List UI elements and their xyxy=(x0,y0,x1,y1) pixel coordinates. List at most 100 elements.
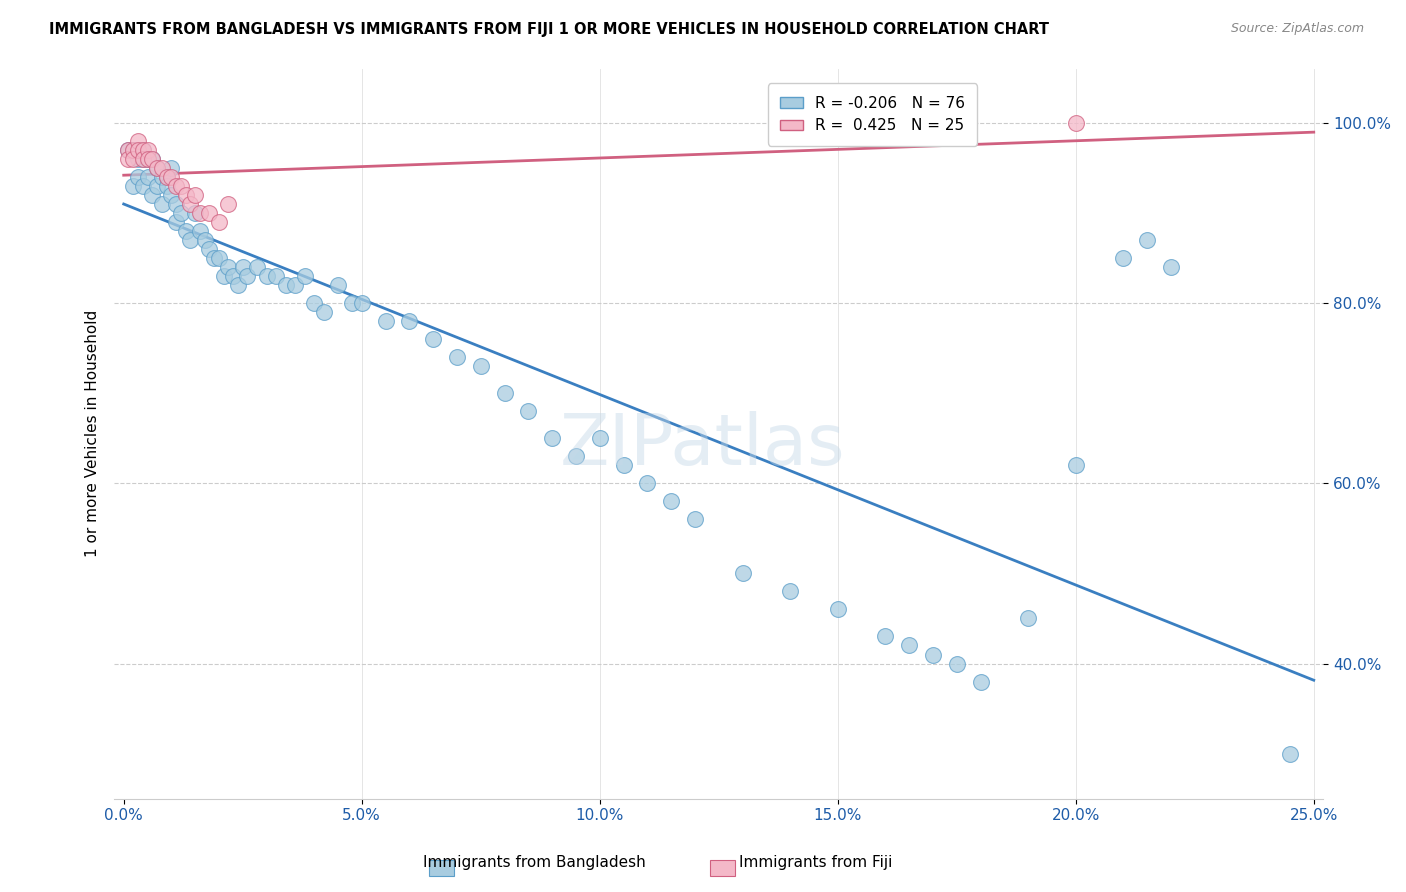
Point xyxy=(217,196,239,211)
Point xyxy=(446,350,468,364)
Point xyxy=(160,187,183,202)
Point xyxy=(541,431,564,445)
Point xyxy=(160,169,183,184)
Point xyxy=(117,152,139,166)
Point xyxy=(165,178,187,193)
Point xyxy=(517,404,540,418)
Point xyxy=(398,314,420,328)
Point xyxy=(179,233,201,247)
Point xyxy=(1136,233,1159,247)
Point xyxy=(165,215,187,229)
Text: Immigrants from Fiji: Immigrants from Fiji xyxy=(738,855,893,870)
Point xyxy=(470,359,492,373)
Point xyxy=(127,143,149,157)
Point xyxy=(136,169,159,184)
Point xyxy=(264,268,287,283)
Point xyxy=(256,268,278,283)
Point xyxy=(565,449,588,463)
Point xyxy=(150,169,173,184)
Point xyxy=(132,152,155,166)
Point xyxy=(174,187,197,202)
Point xyxy=(122,143,145,157)
Point xyxy=(160,161,183,175)
Point xyxy=(969,674,991,689)
Text: Immigrants from Bangladesh: Immigrants from Bangladesh xyxy=(423,855,645,870)
Y-axis label: 1 or more Vehicles in Household: 1 or more Vehicles in Household xyxy=(86,310,100,558)
Point xyxy=(827,602,849,616)
Point xyxy=(945,657,967,671)
Point xyxy=(184,206,207,220)
Point xyxy=(494,386,516,401)
Point xyxy=(127,169,149,184)
Point xyxy=(194,233,217,247)
Point xyxy=(170,178,193,193)
Point xyxy=(350,296,373,310)
Point xyxy=(731,566,754,581)
Point xyxy=(374,314,396,328)
Point xyxy=(188,224,211,238)
Point xyxy=(922,648,945,662)
Point xyxy=(1278,747,1301,761)
Point xyxy=(174,224,197,238)
Point xyxy=(179,196,201,211)
Point xyxy=(146,178,169,193)
Point xyxy=(146,161,169,175)
Point xyxy=(898,639,921,653)
Point xyxy=(132,143,155,157)
Point xyxy=(146,161,169,175)
Text: Source: ZipAtlas.com: Source: ZipAtlas.com xyxy=(1230,22,1364,36)
Point xyxy=(294,268,316,283)
Point xyxy=(184,187,207,202)
Point xyxy=(155,169,177,184)
Point xyxy=(274,277,297,292)
Point xyxy=(217,260,239,274)
Point xyxy=(136,152,159,166)
Point xyxy=(141,152,163,166)
Point xyxy=(165,196,187,211)
Point xyxy=(683,512,706,526)
Point xyxy=(422,332,444,346)
Point xyxy=(141,152,163,166)
Point xyxy=(636,476,658,491)
Point xyxy=(236,268,259,283)
Point xyxy=(1160,260,1182,274)
Point xyxy=(222,268,245,283)
Point xyxy=(188,206,211,220)
Point xyxy=(198,242,221,256)
Legend: R = -0.206   N = 76, R =  0.425   N = 25: R = -0.206 N = 76, R = 0.425 N = 25 xyxy=(768,84,977,145)
Point xyxy=(340,296,363,310)
Point xyxy=(612,458,634,473)
Point xyxy=(284,277,307,292)
Point xyxy=(226,277,249,292)
Point xyxy=(150,196,173,211)
Point xyxy=(141,187,163,202)
Point xyxy=(779,584,801,599)
Point xyxy=(246,260,269,274)
Point xyxy=(155,169,177,184)
Point xyxy=(198,206,221,220)
Point xyxy=(302,296,325,310)
Point xyxy=(326,277,349,292)
Point xyxy=(1112,251,1135,265)
Point xyxy=(208,251,231,265)
Point xyxy=(127,134,149,148)
Point xyxy=(589,431,612,445)
Point xyxy=(1064,458,1087,473)
Point xyxy=(117,143,139,157)
Point xyxy=(659,494,682,508)
Point xyxy=(1064,115,1087,129)
Point xyxy=(232,260,254,274)
Point xyxy=(132,152,155,166)
Point xyxy=(1017,611,1039,625)
Point xyxy=(208,215,231,229)
Point xyxy=(122,152,145,166)
Point xyxy=(132,178,155,193)
Point xyxy=(875,630,897,644)
Point xyxy=(127,152,149,166)
Point xyxy=(212,268,235,283)
Point xyxy=(170,206,193,220)
Text: ZIPatlas: ZIPatlas xyxy=(560,411,846,481)
Point xyxy=(155,178,177,193)
Point xyxy=(122,178,145,193)
Point xyxy=(117,143,139,157)
